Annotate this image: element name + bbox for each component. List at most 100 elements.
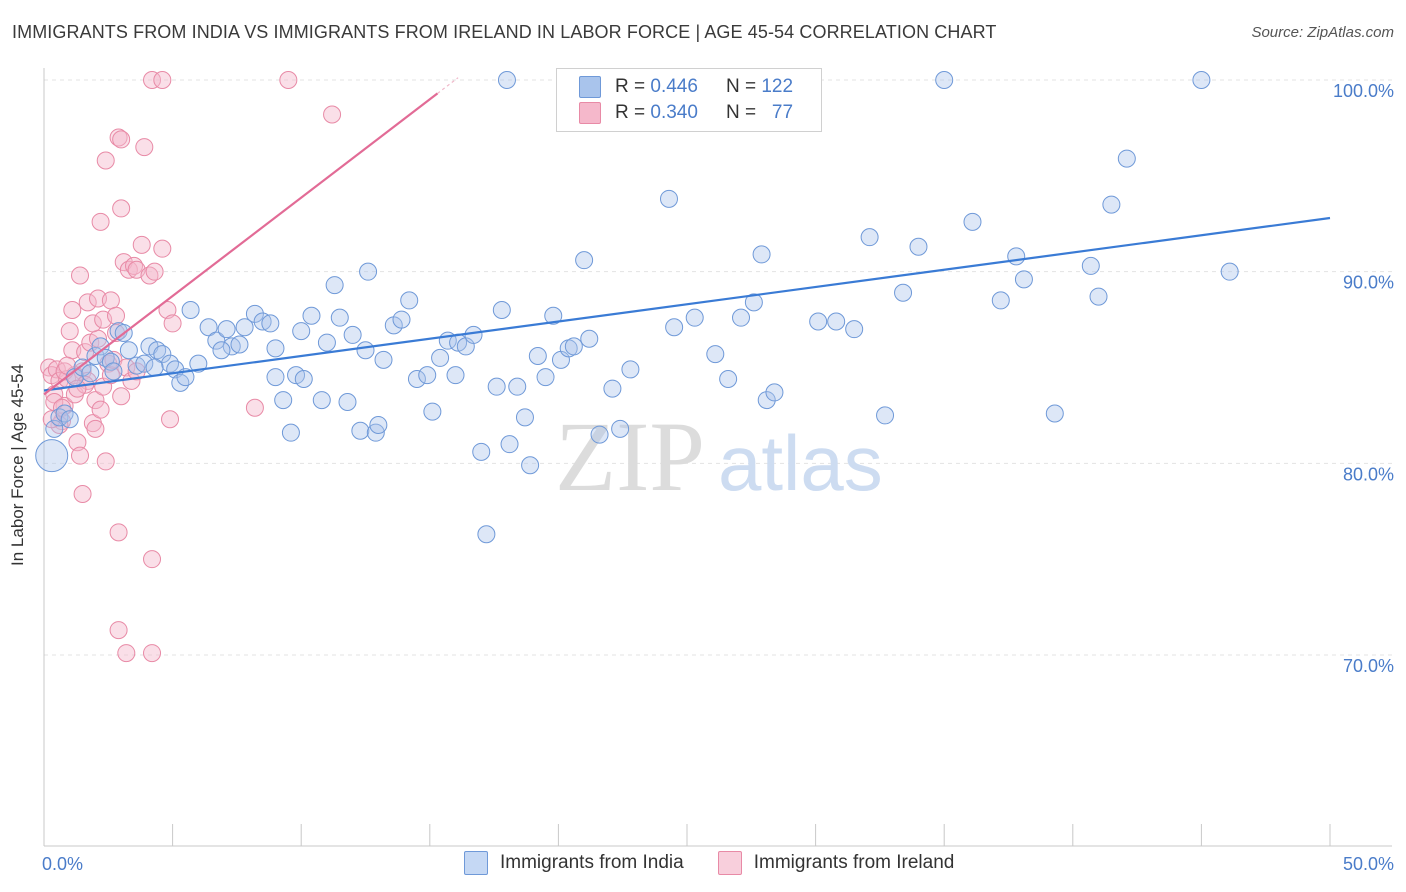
india-point	[603, 379, 622, 398]
india-point	[369, 416, 388, 434]
india-point	[55, 404, 74, 423]
legend-r-label: R =	[615, 102, 646, 123]
india-point	[245, 304, 264, 323]
ireland-point	[91, 400, 110, 419]
ireland-point	[145, 262, 164, 281]
legend-item-india[interactable]: Immigrants from India	[464, 851, 684, 875]
india-point	[359, 262, 378, 281]
legend-item-ireland[interactable]: Immigrants from Ireland	[717, 851, 955, 875]
india-point	[292, 322, 311, 341]
india-point	[1220, 262, 1239, 281]
india-point	[1089, 287, 1108, 306]
india-point	[356, 341, 375, 360]
legend-n-label: N =	[725, 102, 757, 123]
india-point	[35, 439, 69, 473]
india-point	[472, 442, 491, 461]
india-point	[266, 339, 285, 358]
india-point	[1081, 256, 1100, 275]
watermark-zip: ZIP	[555, 401, 705, 512]
india-point	[963, 212, 982, 231]
india-point	[104, 362, 123, 381]
india-point	[153, 345, 172, 364]
india-point	[119, 341, 138, 360]
india-point	[508, 377, 527, 396]
india-point	[590, 425, 609, 444]
india-point	[909, 237, 928, 256]
india-point	[261, 314, 280, 333]
india-point	[477, 525, 496, 544]
india-point	[765, 383, 784, 402]
ireland-point	[109, 128, 128, 147]
ireland-point	[68, 379, 87, 398]
legend-n-label: N =	[725, 76, 757, 97]
india-point	[659, 189, 678, 208]
india-point	[564, 337, 583, 356]
source-label: Source: ZipAtlas.com	[1251, 24, 1394, 41]
india-point	[161, 354, 180, 373]
india-point	[235, 318, 254, 337]
india-point	[281, 423, 300, 442]
legend-r-label: R =	[615, 76, 646, 97]
india-point	[266, 368, 285, 387]
india-point	[217, 320, 236, 339]
legend-row-india: R = 0.446 N = 122	[579, 74, 793, 100]
legend-label-ireland: Immigrants from Ireland	[753, 852, 955, 873]
india-point	[181, 301, 200, 319]
india-trend-line	[43, 216, 1331, 392]
ireland-point	[245, 398, 264, 417]
india-point	[894, 283, 913, 302]
legend-swatch-india	[579, 76, 601, 98]
ireland-point	[112, 387, 131, 406]
india-point	[325, 276, 344, 295]
tick-labels: 70.0% 80.0% 90.0% 100.0% 0.0% 50.0%	[42, 81, 1394, 874]
india-point	[515, 408, 534, 427]
india-point	[171, 373, 190, 392]
ireland-point	[143, 71, 162, 89]
india-point	[230, 335, 249, 354]
legend-r-value-ireland: 0.340	[650, 102, 698, 123]
ireland-point	[96, 151, 115, 170]
india-point	[1045, 404, 1064, 423]
india-point	[431, 348, 450, 367]
india-point	[464, 325, 483, 344]
ireland-point	[101, 291, 120, 310]
ireland-point	[109, 523, 128, 542]
ireland-point	[86, 419, 105, 438]
legend-swatch-india	[464, 851, 488, 875]
india-point	[732, 308, 751, 327]
india-point	[91, 337, 110, 356]
india-point	[611, 419, 630, 438]
india-point	[827, 312, 846, 331]
ireland-point	[60, 322, 79, 341]
trend-lines	[43, 77, 1331, 396]
y-tick-label: 90.0%	[1343, 273, 1394, 293]
india-point	[135, 354, 154, 373]
legend-row-ireland: R = 0.340 N = 77	[579, 100, 793, 126]
india-point	[876, 406, 895, 425]
india-point	[1192, 71, 1211, 89]
india-point	[330, 308, 349, 327]
y-tick-label: 100.0%	[1333, 81, 1394, 101]
ireland-point	[63, 301, 82, 319]
ireland-point	[153, 71, 172, 89]
india-point	[374, 350, 393, 369]
ireland-point	[143, 644, 162, 663]
india-point	[487, 377, 506, 396]
ireland-point	[109, 621, 128, 640]
india-point	[521, 456, 540, 475]
legend-n-value-india: 122	[761, 76, 794, 97]
india-point	[719, 370, 738, 388]
india-point	[60, 410, 79, 429]
india-point	[1102, 195, 1121, 214]
ireland-point	[107, 306, 126, 325]
ireland-point	[279, 71, 298, 89]
ireland-point	[161, 410, 180, 429]
india-point	[500, 435, 519, 454]
india-point	[207, 331, 226, 350]
ireland-trend-line	[43, 92, 439, 396]
india-point	[744, 293, 763, 312]
india-point	[575, 251, 594, 270]
india-point	[757, 391, 776, 410]
india-point	[706, 345, 725, 364]
